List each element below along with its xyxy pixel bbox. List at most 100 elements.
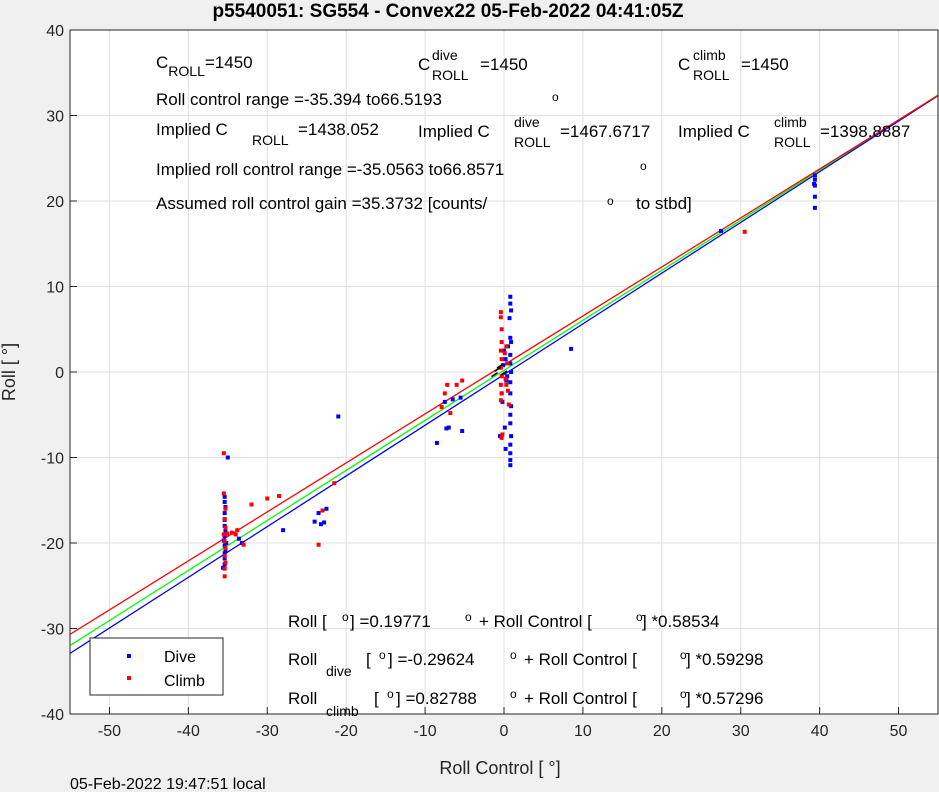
dive-point <box>508 352 513 357</box>
c-roll-dive-annotation: C <box>418 55 430 74</box>
climb-point <box>499 435 504 440</box>
climb-point <box>223 546 228 551</box>
c-roll-climb-sup: climb <box>693 47 726 63</box>
climb-point <box>221 451 226 456</box>
climb-point <box>222 553 227 558</box>
dive-point <box>222 494 227 499</box>
dive-point <box>222 511 227 516</box>
climb-point <box>504 344 509 349</box>
dive-point <box>509 404 514 409</box>
implied-c-roll-value: =1438.052 <box>298 120 379 139</box>
y-tick-label: 0 <box>55 365 64 382</box>
dive-point <box>324 506 329 511</box>
axis-ticks: -50 -40 -30 -20 -10 0 10 20 30 40 50 -40 -30 -20 -10 0 1… <box>41 23 908 740</box>
dive-point <box>812 205 817 210</box>
fit-dive-c: ] =-0.29624 <box>388 650 475 669</box>
climb-point <box>223 525 228 530</box>
climb-point <box>503 376 508 381</box>
degree-mark: o <box>552 90 559 104</box>
x-tick-label: -10 <box>414 723 437 740</box>
black-mark <box>491 371 498 378</box>
dive-point <box>434 440 439 445</box>
implied-range-text: Implied roll control range =-35.0563 to6… <box>156 160 504 179</box>
climb-point <box>223 560 228 565</box>
fit-climb-b: [ <box>374 689 379 708</box>
implied-c-roll-dive-label: Implied C <box>418 122 490 141</box>
y-tick-label: 20 <box>46 194 64 211</box>
fit-dive-d: + Roll Control [ <box>524 650 637 669</box>
dive-point <box>222 499 227 504</box>
climb-point <box>229 530 234 535</box>
dive-point <box>508 301 513 306</box>
climb-point <box>221 491 226 496</box>
c-roll-annotation: CROLL=1450 <box>156 53 253 79</box>
implied-c-roll-dive-sub: ROLL <box>514 134 551 150</box>
climb-point <box>222 539 227 544</box>
degree-mark: o <box>342 610 349 624</box>
dive-point <box>508 442 513 447</box>
dive-point <box>322 520 327 525</box>
climb-point <box>505 388 510 393</box>
degree-mark: o <box>387 687 394 701</box>
climb-point <box>439 405 444 410</box>
dive-point <box>458 395 463 400</box>
dive-point <box>222 551 227 556</box>
dive-point <box>444 426 449 431</box>
climb-point <box>448 411 453 416</box>
dive-point <box>222 543 227 548</box>
dive-point <box>501 363 506 368</box>
dive-point <box>509 308 514 313</box>
degree-mark: o <box>680 648 687 662</box>
climb-point <box>442 391 447 396</box>
climb-point <box>277 493 282 498</box>
degree-mark: o <box>465 610 472 624</box>
climb-point <box>445 382 450 387</box>
fit-climb-d: + Roll Control [ <box>524 689 637 708</box>
climb-point <box>499 357 504 362</box>
y-tick-label: 10 <box>46 280 64 297</box>
implied-c-roll-climb-value: =1398.8887 <box>820 122 910 141</box>
climb-point <box>320 508 325 513</box>
x-tick-label: 30 <box>732 723 750 740</box>
climb-point <box>498 398 503 403</box>
climb-point <box>498 315 503 320</box>
degree-mark: o <box>510 648 517 662</box>
fit-all-d: ] *0.58534 <box>642 612 720 631</box>
legend-dive-label: Dive <box>164 649 196 666</box>
climb-point <box>332 481 337 486</box>
x-tick-label: -40 <box>177 723 200 740</box>
climb-point <box>316 542 321 547</box>
fit-dive-a: Roll <box>288 650 317 669</box>
dive-point <box>508 463 513 468</box>
dive-point <box>508 412 513 417</box>
footer-timestamp: 05-Feb-2022 19:47:51 local <box>70 776 266 792</box>
fit-all-b: ] =0.19771 <box>350 612 431 631</box>
climb-point <box>498 348 503 353</box>
dive-point <box>502 348 506 353</box>
fit-all-c: + Roll Control [ <box>479 612 592 631</box>
dive-point <box>812 183 817 188</box>
climb-point <box>235 528 240 533</box>
dive-point <box>312 519 317 524</box>
fit-dive-sub: dive <box>326 663 352 679</box>
climb-point <box>504 382 509 387</box>
fit-dive-e: ] *0.59298 <box>686 650 764 669</box>
roll-control-range-text: Roll control range =-35.394 to66.5193 <box>156 90 442 109</box>
climb-point <box>506 402 511 407</box>
c-roll-climb-annotation: C <box>678 55 690 74</box>
climb-point <box>265 496 270 501</box>
x-tick-label: 0 <box>500 723 509 740</box>
black-mark <box>496 363 504 369</box>
y-tick-label: -30 <box>41 622 64 639</box>
climb-point <box>502 351 507 356</box>
dive-point <box>508 391 513 396</box>
c-roll-dive-value: =1450 <box>480 55 528 74</box>
x-tick-label: 20 <box>653 723 671 740</box>
dive-point <box>812 173 817 178</box>
data-points <box>221 173 817 579</box>
climb-point <box>221 532 226 537</box>
y-tick-label: -20 <box>41 536 64 553</box>
dive-point <box>507 316 512 321</box>
dive-point <box>505 374 510 379</box>
